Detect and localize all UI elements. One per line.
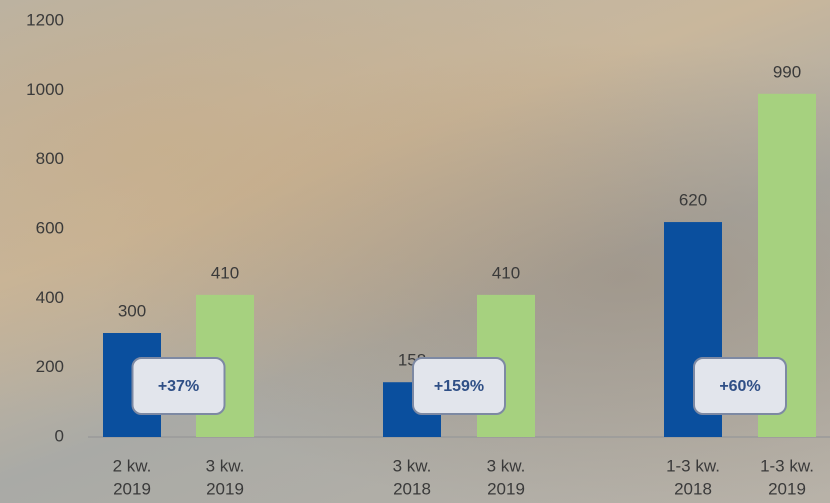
annotation: +159% <box>434 378 484 395</box>
x-tick-label: 3 kw. <box>393 456 432 475</box>
y-tick-label: 1000 <box>26 80 64 99</box>
x-tick-label: 2 kw. <box>113 456 152 475</box>
x-tick-label: 2019 <box>487 479 525 498</box>
value-label: 410 <box>211 263 239 282</box>
value-label: 300 <box>118 301 146 320</box>
x-tick-label: 2018 <box>393 479 431 498</box>
x-tick-label: 2019 <box>768 479 806 498</box>
x-tick-label: 3 kw. <box>206 456 245 475</box>
y-tick-label: 400 <box>36 288 64 307</box>
y-tick-label: 200 <box>36 357 64 376</box>
value-label: 990 <box>773 62 801 81</box>
annotation: +37% <box>158 378 199 395</box>
x-tick-label: 2018 <box>674 479 712 498</box>
x-tick-label: 2019 <box>113 479 151 498</box>
x-tick-label: 2019 <box>206 479 244 498</box>
x-tick-label: 1-3 kw. <box>760 456 814 475</box>
y-tick-label: 600 <box>36 218 64 237</box>
value-label: 410 <box>492 263 520 282</box>
y-tick-label: 1200 <box>26 10 64 29</box>
annotation: +60% <box>719 378 760 395</box>
y-tick-label: 800 <box>36 149 64 168</box>
chart: 0 200 400 600 800 1000 1200 300 2 kw. 2019 410 3 kw… <box>0 0 830 503</box>
x-tick-label: 3 kw. <box>487 456 526 475</box>
x-tick-label: 1-3 kw. <box>666 456 720 475</box>
y-tick-label: 0 <box>55 426 64 445</box>
slide: 0 200 400 600 800 1000 1200 300 2 kw. 2019 410 3 kw… <box>0 0 830 503</box>
value-label: 620 <box>679 191 707 210</box>
